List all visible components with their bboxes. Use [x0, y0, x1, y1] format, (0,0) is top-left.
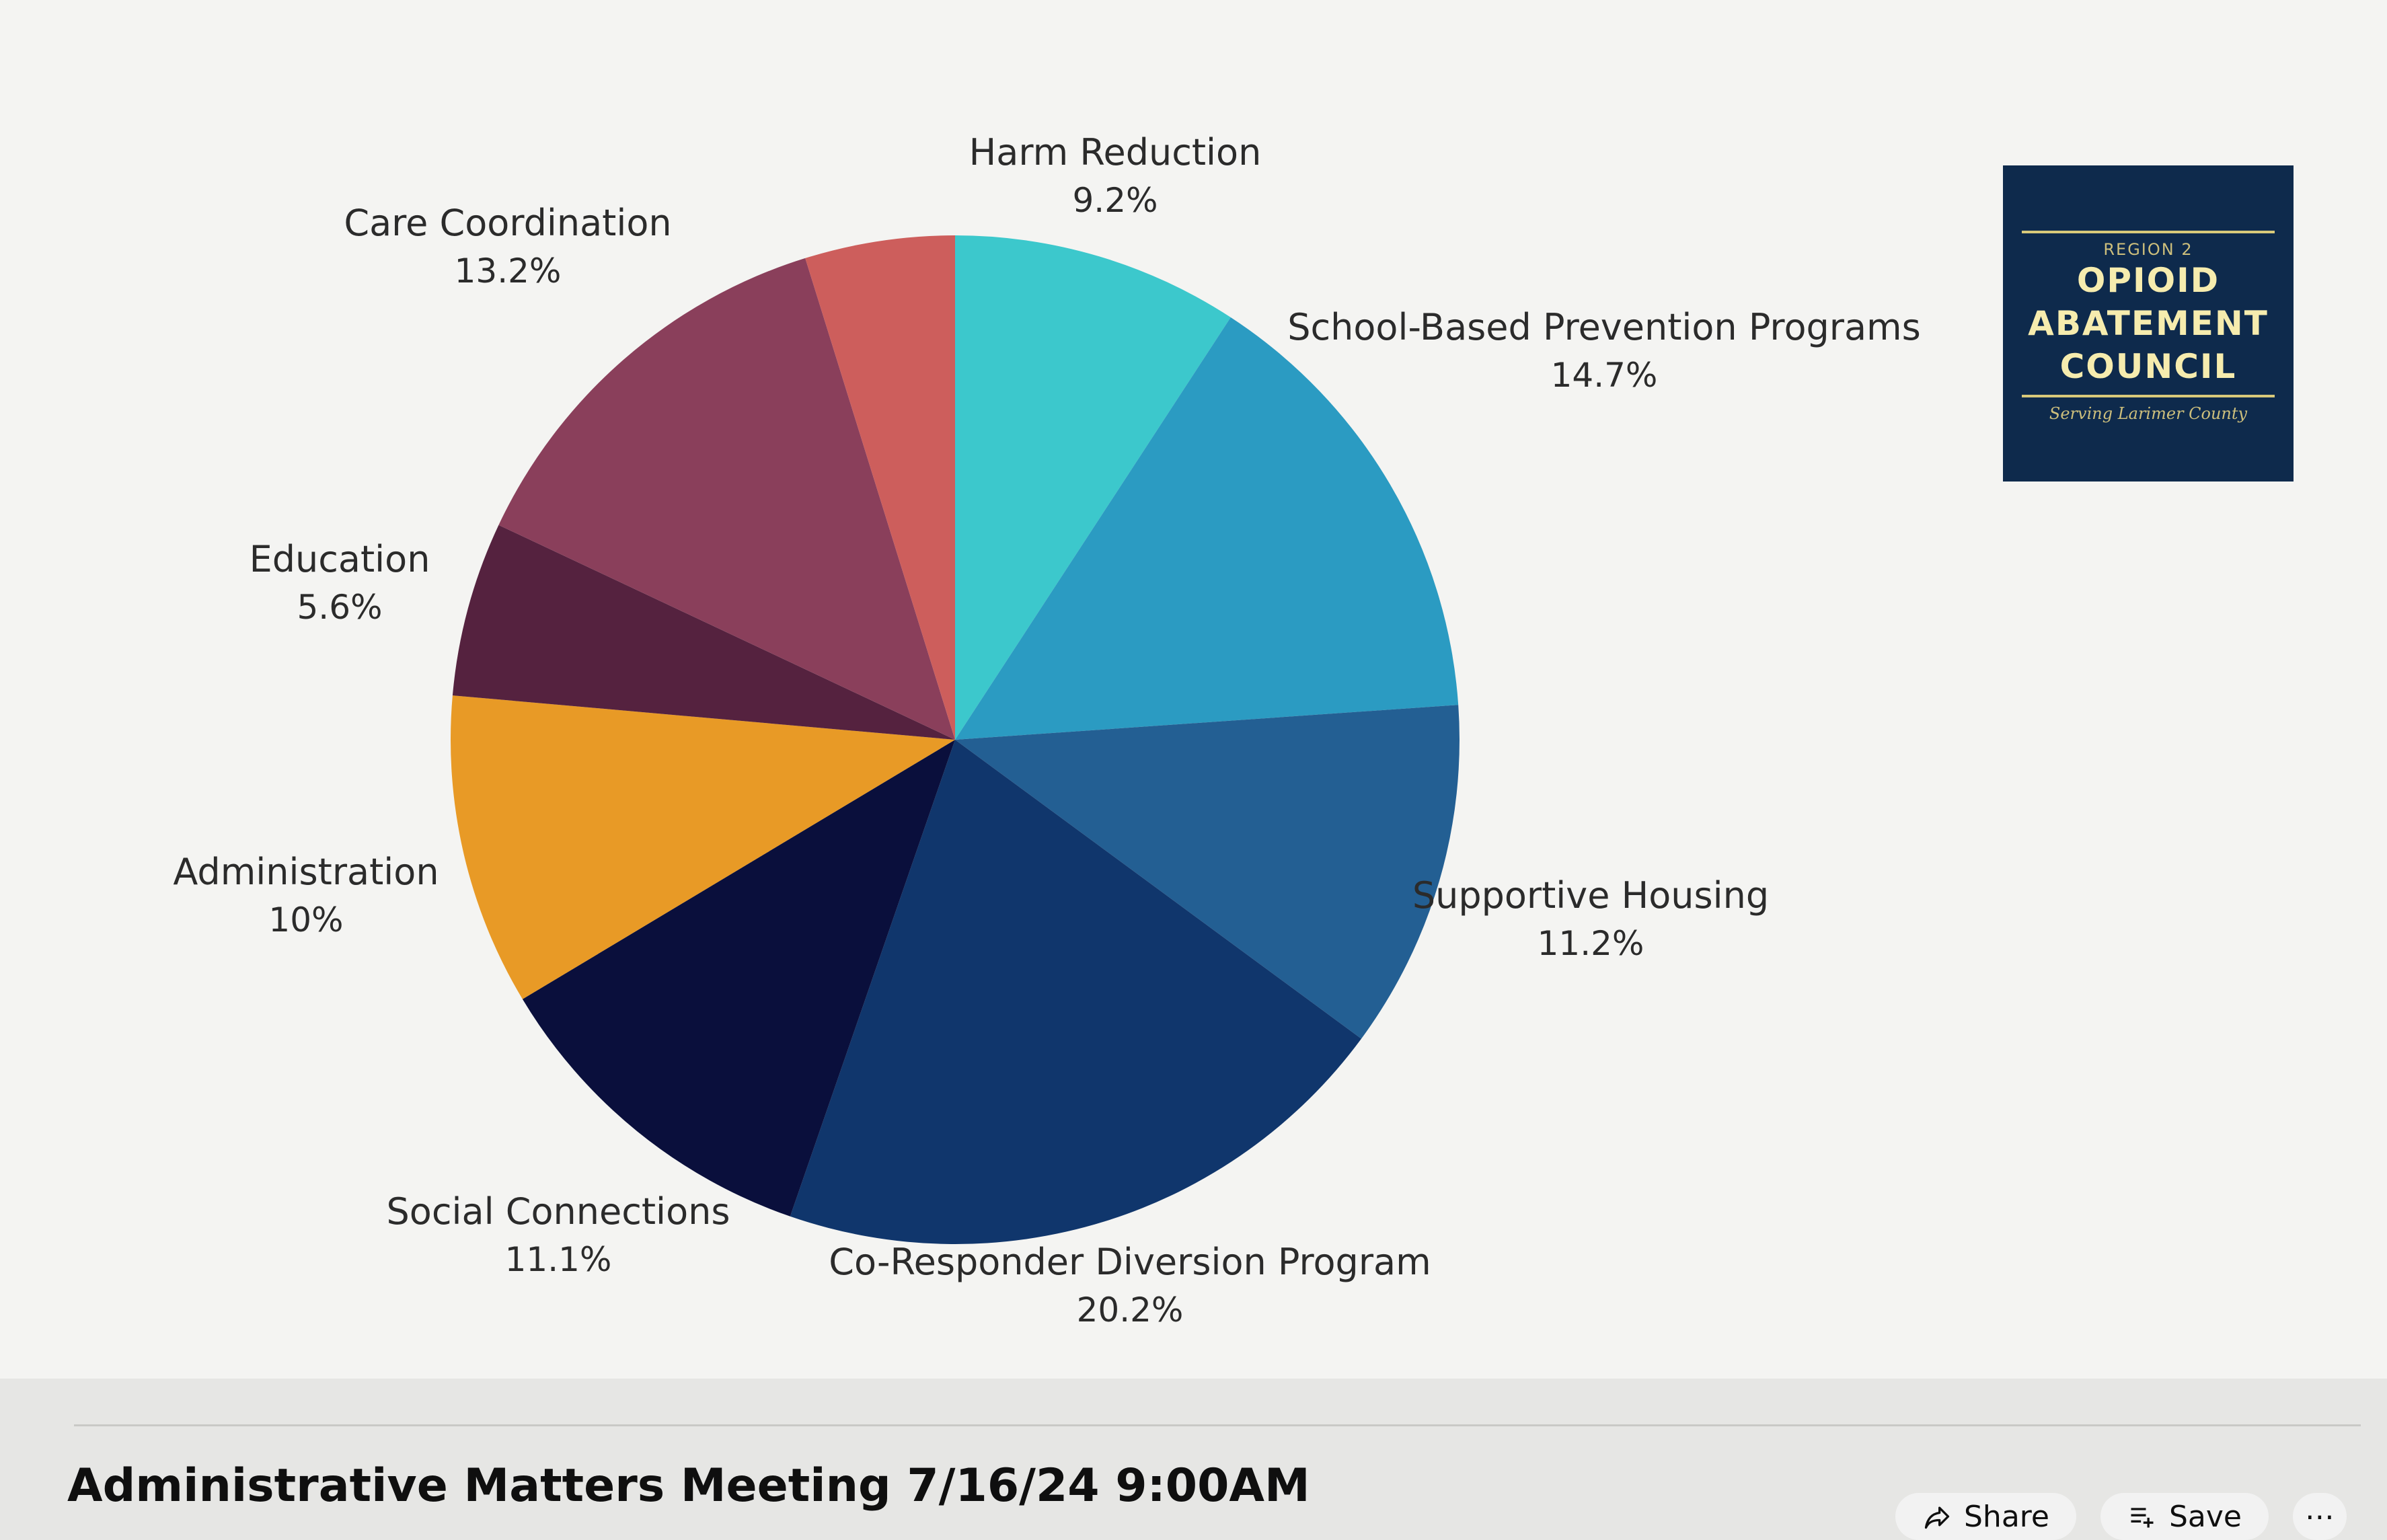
- logo-rule-top: [2022, 231, 2275, 233]
- save-button[interactable]: Save: [2100, 1493, 2269, 1540]
- divider: [74, 1424, 2361, 1426]
- pie-slice-harm-reduction: [955, 235, 1231, 740]
- slice-value-supportive-housing: 11.2%: [1538, 924, 1644, 963]
- slice-label-co-responder-diversion-program: Co-Responder Diversion Program: [829, 1241, 1431, 1283]
- video-title: Administrative Matters Meeting 7/16/24 9…: [67, 1459, 1310, 1512]
- logo-line-2: ABATEMENT: [2028, 304, 2269, 343]
- pie-slice-administration: [451, 695, 955, 999]
- slice-label-care-coordination: Care Coordination: [344, 202, 671, 244]
- pie-chart: Harm Reduction 9.2% School-Based Preventio…: [173, 131, 1920, 1330]
- council-logo: REGION 2 OPIOID ABATEMENT COUNCIL Servin…: [2003, 165, 2294, 482]
- slice-value-administration: 10%: [268, 900, 343, 939]
- pie-slice-supportive-housing: [955, 705, 1460, 1039]
- slice-label-social-connections: Social Connections: [387, 1190, 730, 1233]
- save-label: Save: [2168, 1499, 2242, 1534]
- more-actions-button[interactable]: ⋯: [2293, 1493, 2347, 1540]
- logo-rule-bottom: [2022, 395, 2275, 397]
- logo-tagline: Serving Larimer County: [2049, 404, 2248, 423]
- pie-slice-care-coordination: [498, 258, 955, 740]
- pie-slice-unlabeled: [805, 235, 955, 740]
- pie-slice-co-responder-diversion-program: [790, 740, 1361, 1245]
- slice-value-education: 5.6%: [297, 588, 382, 627]
- pie-slice-social-connections: [522, 740, 955, 1217]
- logo-line-1: OPIOID: [2076, 261, 2220, 300]
- slice-label-supportive-housing: Supportive Housing: [1412, 874, 1769, 917]
- pie-labels: Harm Reduction 9.2% School-Based Preventio…: [173, 131, 1920, 1330]
- pie-slice-education: [452, 525, 955, 740]
- logo-region: REGION 2: [2103, 240, 2193, 259]
- share-button[interactable]: Share: [1895, 1493, 2076, 1540]
- video-frame[interactable]: Harm Reduction 9.2% School-Based Preventio…: [0, 0, 2387, 1379]
- slice-value-social-connections: 11.1%: [505, 1240, 612, 1279]
- slice-value-co-responder-diversion-program: 20.2%: [1077, 1291, 1184, 1330]
- pie-slices: [451, 235, 1460, 1245]
- slice-label-education: Education: [250, 538, 430, 580]
- share-icon: [1924, 1506, 1950, 1529]
- action-bar: Share Save ⋯: [1895, 1493, 2347, 1540]
- share-label: Share: [1964, 1499, 2049, 1534]
- logo-line-3: COUNCIL: [2059, 347, 2237, 386]
- slice-value-care-coordination: 13.2%: [455, 252, 562, 291]
- slice-value-school-based-prevention-programs: 14.7%: [1551, 356, 1658, 395]
- slice-value-harm-reduction: 9.2%: [1072, 181, 1158, 220]
- slice-label-administration: Administration: [173, 851, 439, 893]
- slice-label-harm-reduction: Harm Reduction: [969, 131, 1262, 174]
- slice-label-school-based-prevention-programs: School-Based Prevention Programs: [1287, 306, 1921, 348]
- pie-slice-school-based-prevention-programs: [955, 317, 1459, 740]
- save-playlist-icon: [2131, 1508, 2154, 1528]
